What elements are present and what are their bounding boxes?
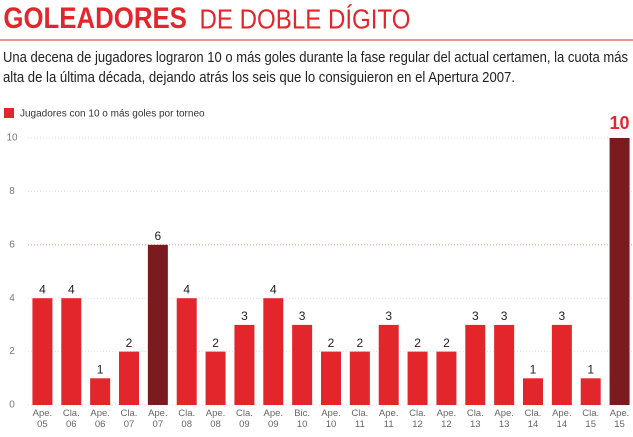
value-label: 1 xyxy=(587,362,594,376)
x-tick-label: Ape. 13 xyxy=(494,408,514,430)
value-label: 3 xyxy=(299,309,306,323)
x-tick-label: Ape. 12 xyxy=(436,408,457,430)
bar xyxy=(465,324,486,405)
value-label: 3 xyxy=(241,309,248,323)
value-label: 2 xyxy=(357,336,364,350)
legend-swatch xyxy=(4,108,14,118)
bar xyxy=(349,351,370,405)
value-label: 4 xyxy=(39,282,46,296)
bar xyxy=(580,378,601,405)
x-tick-label: Ape. 08 xyxy=(205,408,226,430)
bar xyxy=(321,351,341,405)
value-label: 1 xyxy=(97,362,104,376)
subtitle: Una decena de jugadores lograron 10 o má… xyxy=(3,49,628,66)
value-label: 1 xyxy=(530,362,537,376)
y-tick-label: 2 xyxy=(9,346,15,357)
bar xyxy=(292,324,313,405)
value-label: 10 xyxy=(610,113,630,133)
value-label: 3 xyxy=(559,309,566,323)
bar xyxy=(147,244,168,405)
x-tick-label: Ape. 14 xyxy=(552,408,572,430)
x-tick-label: Ape. 11 xyxy=(378,408,399,430)
value-label: 3 xyxy=(472,309,479,323)
x-tick-label: Bic. 10 xyxy=(294,408,311,430)
x-tick-label: Cla. 15 xyxy=(582,408,600,430)
bar xyxy=(551,324,572,405)
x-tick-label: Cla. 13 xyxy=(466,408,484,430)
value-label: 4 xyxy=(183,282,190,296)
bar xyxy=(90,378,111,405)
value-label: 6 xyxy=(155,229,162,243)
y-tick-label: 6 xyxy=(9,239,15,250)
x-tick-label: Cla. 08 xyxy=(178,408,196,430)
y-tick-label: 10 xyxy=(6,133,18,144)
value-label: 2 xyxy=(212,336,219,350)
value-label: 4 xyxy=(270,282,277,296)
value-label: 2 xyxy=(328,336,335,350)
bar xyxy=(609,138,630,405)
bar xyxy=(61,298,82,405)
x-tick-label: Ape. 07 xyxy=(148,408,168,430)
x-tick-label: Ape. 10 xyxy=(321,408,341,430)
value-label: 3 xyxy=(385,309,392,323)
y-tick-label: 8 xyxy=(9,186,15,197)
bar xyxy=(234,324,255,405)
y-tick-label: 0 xyxy=(9,400,15,411)
bar xyxy=(523,378,543,405)
bar xyxy=(407,351,428,405)
bar xyxy=(378,324,399,405)
bar xyxy=(32,298,53,405)
legend-label: Jugadores con 10 o más goles por torneo xyxy=(20,109,205,120)
chart-title-suffix: DE DOBLE DÍGITO xyxy=(200,3,411,35)
value-label: 3 xyxy=(501,309,508,323)
x-tick-label: Ape. 06 xyxy=(90,408,110,430)
x-tick-label: Ape. 15 xyxy=(609,408,630,430)
y-tick-label: 4 xyxy=(9,293,15,304)
bar xyxy=(119,351,139,405)
x-tick-label: Cla. 09 xyxy=(235,408,253,430)
x-tick-label: Cla. 11 xyxy=(351,408,369,430)
x-tick-label: Cla. 12 xyxy=(409,408,427,430)
bar xyxy=(436,351,457,405)
x-tick-label: Cla. 07 xyxy=(120,408,138,430)
bar xyxy=(263,298,284,405)
subtitle: alta de la última década, dejando atrás … xyxy=(3,69,515,86)
bar xyxy=(176,298,197,405)
value-label: 4 xyxy=(68,282,75,296)
bar xyxy=(205,351,226,405)
x-tick-label: Cla. 06 xyxy=(62,408,80,430)
value-label: 2 xyxy=(126,336,133,350)
value-label: 2 xyxy=(414,336,421,350)
chart-title: GOLEADORES xyxy=(3,1,186,34)
x-tick-label: Cla. 14 xyxy=(524,408,542,430)
x-tick-label: Ape. 05 xyxy=(32,408,53,430)
value-label: 2 xyxy=(443,336,450,350)
bar xyxy=(494,324,515,405)
x-tick-label: Ape. 09 xyxy=(263,408,284,430)
